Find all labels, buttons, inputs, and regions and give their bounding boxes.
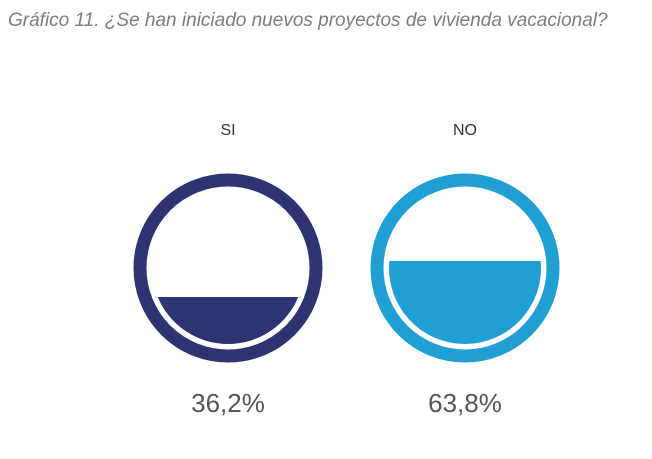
gauge-no-graphic — [370, 173, 560, 363]
gauge-no-ring — [370, 173, 560, 363]
value-label-si: 36,2% — [191, 388, 265, 418]
value-label-no: 63,8% — [428, 388, 502, 418]
gauge-no-fill — [389, 261, 541, 345]
gauge-si-ring — [133, 173, 323, 363]
gauge-si: SI 36,2% — [128, 120, 328, 420]
gauge-si-fill — [157, 296, 299, 344]
gauge-si-graphic — [133, 173, 323, 363]
gauge-no: NO 63,8% — [365, 120, 565, 420]
category-label-si: SI — [220, 122, 236, 139]
chart-title: Gráfico 11. ¿Se han iniciado nuevos proy… — [8, 10, 608, 31]
category-label-no: NO — [453, 122, 477, 139]
